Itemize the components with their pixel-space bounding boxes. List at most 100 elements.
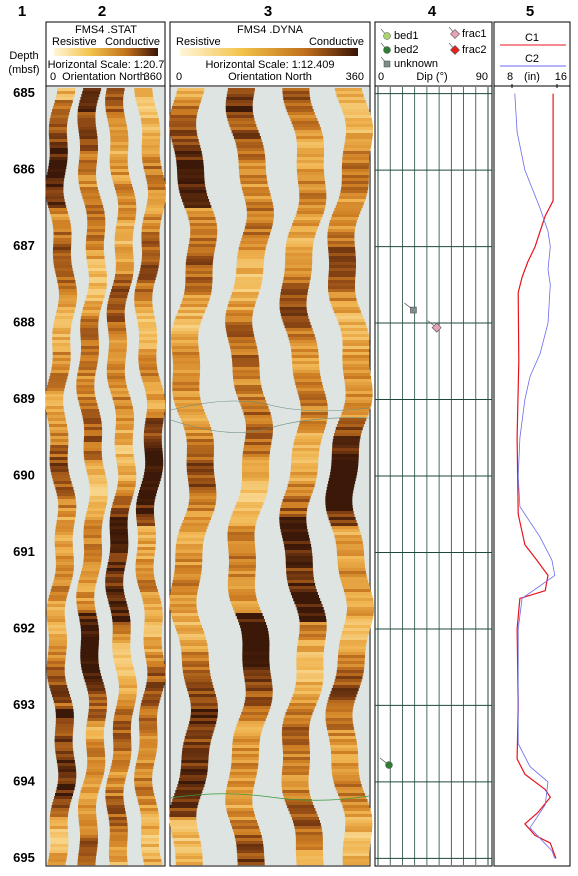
image-slice (228, 523, 256, 527)
image-slice (134, 295, 153, 299)
image-slice (231, 604, 259, 608)
image-slice (331, 214, 359, 218)
image-slice (110, 544, 129, 548)
image-slice (140, 841, 159, 845)
image-slice (336, 673, 364, 677)
image-slice (80, 649, 99, 653)
image-slice (139, 736, 158, 740)
image-slice (245, 691, 273, 695)
image-slice (109, 523, 128, 527)
image-slice (329, 223, 356, 227)
image-slice (281, 502, 309, 506)
image-slice (241, 238, 269, 242)
image-slice (46, 196, 65, 200)
image-slice (298, 202, 326, 206)
image-slice (283, 97, 311, 101)
image-slice (188, 481, 216, 485)
image-slice (55, 751, 74, 755)
image-slice (139, 739, 158, 743)
image-slice (53, 226, 72, 230)
image-slice (52, 328, 71, 332)
image-slice (110, 148, 129, 152)
image-slice (331, 454, 359, 458)
image-slice (233, 382, 261, 386)
image-slice (343, 151, 371, 155)
image-slice (181, 301, 209, 305)
image-slice (296, 670, 324, 674)
image-slice (143, 442, 162, 446)
image-slice (174, 319, 202, 323)
image-slice (326, 511, 354, 515)
image-slice (87, 472, 106, 476)
image-slice (107, 562, 126, 566)
image-slice (87, 226, 106, 230)
image-slice (110, 547, 129, 551)
image-slice (80, 337, 99, 341)
image-slice (225, 313, 253, 317)
image-slice (245, 424, 273, 428)
image-slice (55, 730, 74, 734)
image-slice (142, 133, 161, 137)
image-slice (139, 334, 158, 338)
image-slice (227, 538, 255, 542)
image-slice (173, 841, 201, 845)
image-slice (58, 502, 77, 506)
image-slice (280, 505, 308, 509)
image-slice (174, 568, 202, 572)
image-slice (112, 631, 131, 635)
image-slice (118, 478, 137, 482)
image-slice (190, 712, 218, 716)
image-slice (136, 520, 155, 524)
image-slice (332, 775, 360, 779)
image-slice (55, 706, 74, 710)
image-slice (106, 307, 125, 311)
image-slice (341, 187, 369, 191)
image-slice (183, 673, 211, 677)
image-slice (112, 643, 131, 647)
image-slice (55, 727, 74, 731)
image-slice (87, 508, 106, 512)
image-slice (111, 505, 130, 509)
image-slice (112, 634, 131, 638)
image-slice (79, 826, 98, 830)
image-slice (57, 784, 76, 788)
image-slice (174, 844, 202, 848)
image-slice (109, 835, 128, 839)
image-slice (178, 532, 206, 536)
image-slice (112, 637, 131, 641)
image-slice (338, 565, 365, 569)
image-slice (53, 481, 72, 485)
image-slice (282, 724, 310, 728)
image-slice (146, 178, 165, 182)
image-slice (79, 619, 98, 623)
image-slice (52, 334, 71, 338)
image-slice (282, 736, 309, 740)
image-slice (242, 460, 270, 464)
dip-tick-label: 90 (476, 71, 488, 83)
image-slice (137, 532, 156, 536)
image-slice (329, 739, 357, 743)
image-slice (342, 367, 370, 371)
image-slice (289, 229, 317, 233)
image-slice (86, 469, 105, 473)
caliper-tick-label: 16 (555, 71, 567, 83)
image-slice (338, 649, 366, 653)
image-slice (105, 109, 124, 113)
image-slice (180, 193, 208, 197)
image-slice (180, 772, 208, 776)
image-slice (109, 859, 128, 863)
image-slice (58, 772, 77, 776)
image-slice (344, 835, 372, 839)
image-slice (182, 670, 210, 674)
image-slice (328, 268, 356, 272)
image-slice (344, 811, 372, 815)
image-slice (226, 307, 254, 311)
image-slice (171, 328, 199, 332)
image-slice (294, 826, 322, 830)
image-slice (141, 820, 160, 824)
image-slice (56, 520, 75, 524)
image-slice (135, 562, 154, 566)
image-slice (342, 856, 370, 860)
image-slice (328, 286, 355, 290)
image-slice (175, 790, 203, 794)
